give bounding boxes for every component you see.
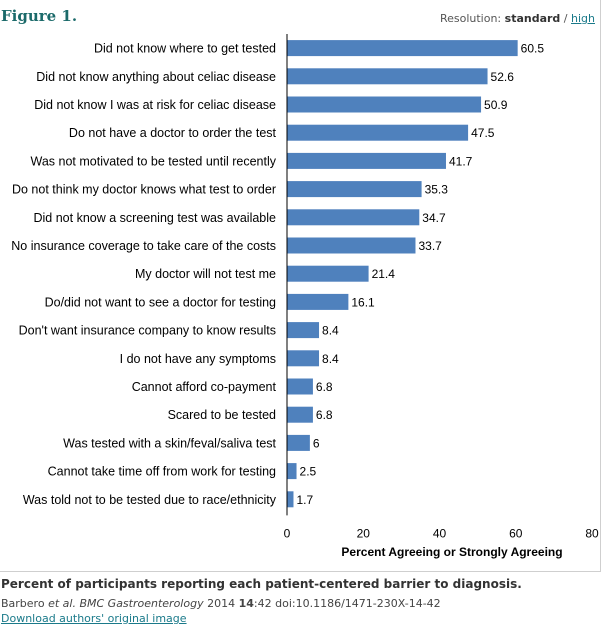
bar-value-label: 2.5 xyxy=(300,465,317,479)
bar xyxy=(287,209,420,226)
citation-volume: 14 xyxy=(238,597,254,610)
x-tick-label: 80 xyxy=(585,526,599,540)
bar xyxy=(287,350,320,367)
bar-value-label: 6 xyxy=(313,436,320,450)
download-original-link[interactable]: Download authors' original image xyxy=(1,612,187,625)
bar-value-label: 60.5 xyxy=(521,42,545,56)
resolution-current: standard xyxy=(504,12,561,25)
category-label: Don't want insurance company to know res… xyxy=(19,324,276,338)
category-label: Did not know a screening test was availa… xyxy=(34,211,277,225)
category-label: Cannot afford co-payment xyxy=(132,380,277,394)
resolution-separator: / xyxy=(563,12,568,25)
category-label: No insurance coverage to take care of th… xyxy=(11,239,276,253)
category-label: Was tested with a skin/feval/saliva test xyxy=(63,436,276,450)
bar-group: Did not know where to get tested 60.5 Did … xyxy=(11,40,545,508)
bar-value-label: 33.7 xyxy=(418,239,442,253)
category-label: Did not know where to get tested xyxy=(94,42,276,56)
citation-journal: BMC Gastroenterology xyxy=(79,597,204,610)
bar-chart: Did not know where to get tested 60.5 Did … xyxy=(11,34,599,559)
bar-value-label: 52.6 xyxy=(491,70,515,84)
figure-caption: Percent of participants reporting each p… xyxy=(1,577,522,591)
bar xyxy=(287,406,313,423)
category-label: Was not motivated to be tested until rec… xyxy=(31,154,277,168)
category-label: Did not know I was at risk for celiac di… xyxy=(34,98,276,112)
citation-year: 2014 xyxy=(207,597,236,610)
bar-value-label: 6.8 xyxy=(316,380,333,394)
category-label: I do not have any symptoms xyxy=(120,352,276,366)
bar-value-label: 8.4 xyxy=(322,352,339,366)
x-tick-label: 0 xyxy=(284,526,291,540)
bar-value-label: 1.7 xyxy=(296,493,313,507)
figure-title: Figure 1. xyxy=(1,7,78,25)
high-resolution-link[interactable]: high xyxy=(571,12,595,25)
x-tick-label: 20 xyxy=(357,526,371,540)
bar xyxy=(287,293,349,310)
category-label: Did not know anything about celiac disea… xyxy=(36,70,276,84)
citation-doi: doi:10.1186/1471-230X-14-42 xyxy=(275,597,441,610)
bar-value-label: 6.8 xyxy=(316,408,333,422)
category-label: Was told not to be tested due to race/et… xyxy=(23,493,277,507)
bar xyxy=(287,96,482,113)
citation: Barbero et al. BMC Gastroenterology 2014… xyxy=(1,597,441,610)
citation-authors: Barbero xyxy=(1,597,45,610)
x-axis: 0 20 40 60 80 xyxy=(284,34,599,540)
citation-etal: et al. xyxy=(48,597,76,610)
bar xyxy=(287,434,310,451)
bar xyxy=(287,491,294,508)
bar xyxy=(287,40,518,57)
bar xyxy=(287,237,416,254)
bar xyxy=(287,463,297,480)
bar-value-label: 50.9 xyxy=(484,98,508,112)
bar-value-label: 47.5 xyxy=(471,126,495,140)
figure-frame xyxy=(0,0,601,572)
bar-value-label: 16.1 xyxy=(351,295,375,309)
bar xyxy=(287,265,369,282)
bar xyxy=(287,68,488,85)
bar xyxy=(287,322,320,339)
category-label: Do not think my doctor knows what test t… xyxy=(12,183,276,197)
bar xyxy=(287,181,422,198)
category-label: Do/did not want to see a doctor for test… xyxy=(45,295,276,309)
category-label: Scared to be tested xyxy=(168,408,276,422)
bar xyxy=(287,152,446,169)
bar xyxy=(287,378,313,395)
bar-value-label: 34.7 xyxy=(422,211,446,225)
bar-value-label: 35.3 xyxy=(425,183,449,197)
category-label: Cannot take time off from work for testi… xyxy=(48,465,276,479)
resolution-selector: Resolution: standard / high xyxy=(440,12,595,25)
citation-pages: :42 xyxy=(253,597,272,610)
category-label: Do not have a doctor to order the test xyxy=(69,126,277,140)
x-tick-label: 40 xyxy=(433,526,447,540)
category-label: My doctor will not test me xyxy=(135,267,276,281)
bar xyxy=(287,124,469,141)
x-tick-label: 60 xyxy=(509,526,523,540)
bar-value-label: 21.4 xyxy=(372,267,396,281)
resolution-label: Resolution: xyxy=(439,12,502,25)
bar-value-label: 41.7 xyxy=(449,154,473,168)
x-axis-title: Percent Agreeing or Strongly Agreeing xyxy=(341,545,562,559)
bar-value-label: 8.4 xyxy=(322,324,339,338)
